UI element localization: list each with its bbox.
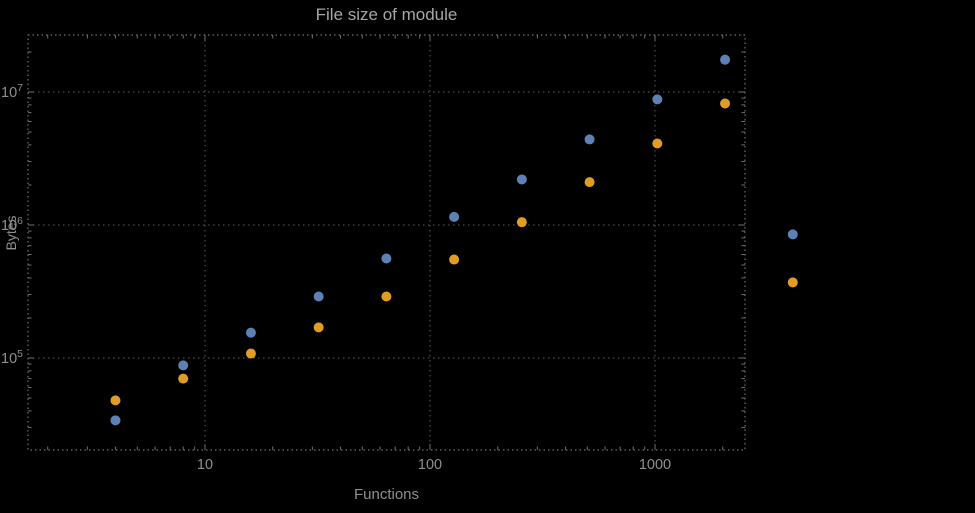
- chart-title: File size of module: [315, 5, 458, 24]
- data-point-blue: [313, 291, 324, 302]
- x-tick-label: 100: [418, 457, 442, 473]
- data-point-orange: [449, 254, 460, 265]
- data-point-blue: [584, 134, 595, 145]
- data-point-orange: [584, 177, 595, 188]
- data-point-blue: [449, 211, 460, 222]
- data-point-orange: [381, 291, 392, 302]
- data-point-blue: [720, 54, 731, 65]
- data-point-orange: [787, 277, 798, 288]
- data-point-orange: [313, 322, 324, 333]
- x-tick-label: 10: [197, 457, 213, 473]
- data-point-blue: [381, 253, 392, 264]
- data-point-blue: [110, 415, 121, 426]
- data-point-blue: [652, 94, 663, 105]
- x-tick-label: 1000: [639, 457, 671, 473]
- plot-frame: [27, 34, 746, 451]
- data-point-blue: [516, 174, 527, 185]
- data-point-blue: [245, 327, 256, 338]
- x-axis-label: Functions: [353, 486, 420, 503]
- y-tick-label: 106: [1, 215, 23, 234]
- data-point-orange: [516, 217, 527, 228]
- y-tick-label: 105: [1, 348, 23, 367]
- y-tick-label: 107: [1, 82, 23, 101]
- data-point-orange: [245, 348, 256, 359]
- data-point-orange: [110, 395, 121, 406]
- data-point-blue: [787, 229, 798, 240]
- data-point-orange: [178, 373, 189, 384]
- data-point-orange: [720, 98, 731, 109]
- data-point-orange: [652, 138, 663, 149]
- data-point-blue: [178, 360, 189, 371]
